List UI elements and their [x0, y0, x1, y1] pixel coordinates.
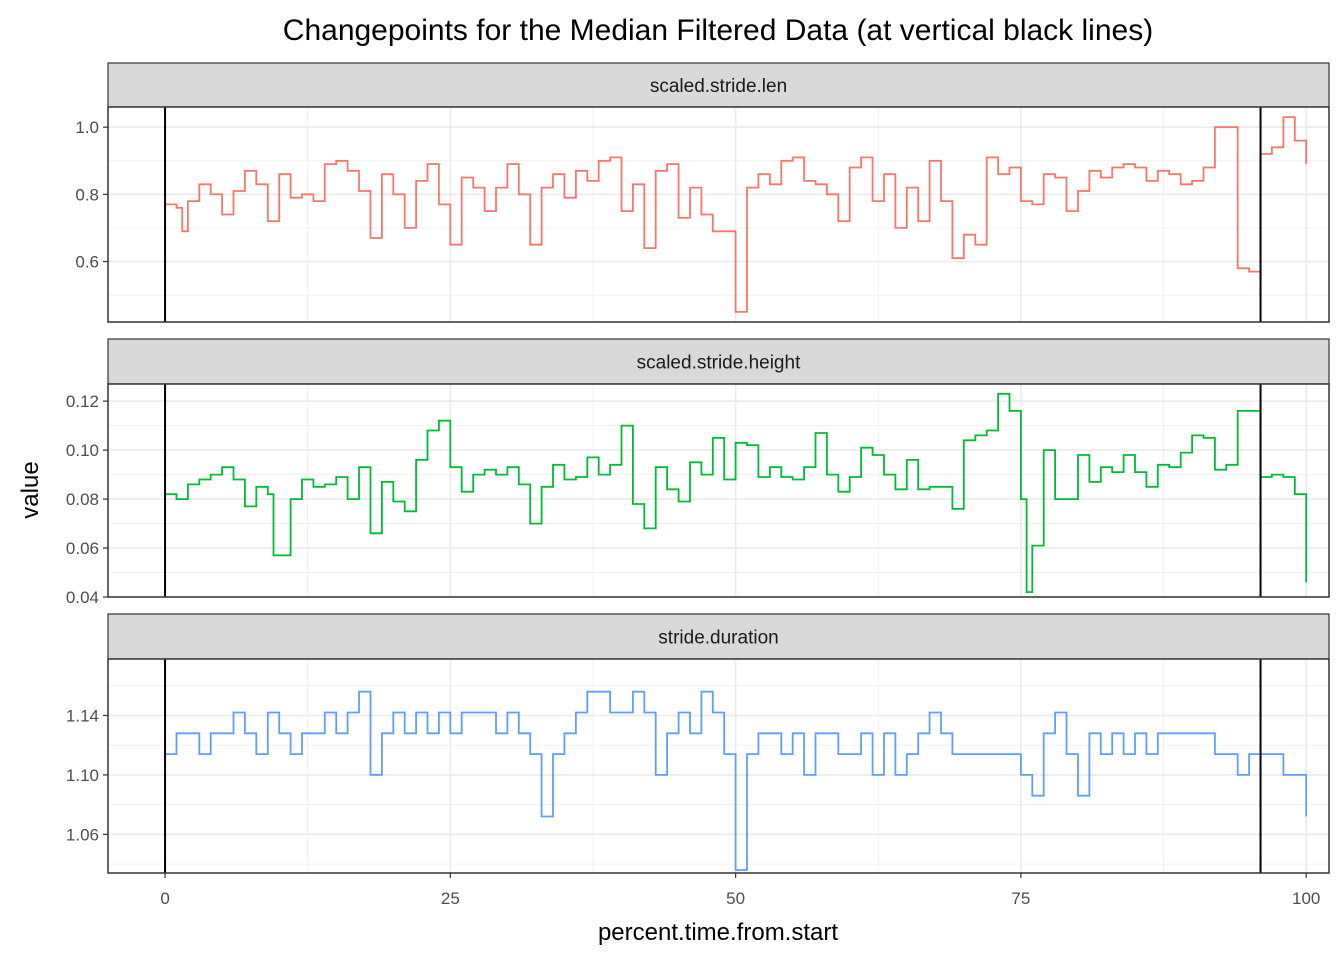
- facet-panels: scaled.stride.len0.60.81.0scaled.stride.…: [66, 62, 1330, 874]
- panel-background: [108, 384, 1329, 597]
- y-tick-label: 0.08: [66, 490, 99, 509]
- x-tick-label: 50: [726, 889, 745, 908]
- strip-label: scaled.stride.height: [637, 353, 801, 374]
- series-line: [165, 116, 1308, 313]
- x-tick-label: 75: [1011, 889, 1030, 908]
- y-tick-label: 0.04: [66, 588, 99, 607]
- x-axis-title: percent.time.from.start: [598, 919, 838, 946]
- y-tick-label: 1.10: [66, 766, 99, 785]
- x-tick-label: 25: [441, 889, 460, 908]
- series-line: [165, 392, 1308, 593]
- y-tick-label: 1.06: [66, 825, 99, 844]
- panel-background: [108, 107, 1329, 322]
- y-tick-label: 0.6: [75, 253, 99, 272]
- panel-border: [107, 383, 1330, 598]
- x-tick-label: 100: [1292, 889, 1320, 908]
- y-tick-label: 0.12: [66, 392, 99, 411]
- strip-background: [107, 338, 1330, 385]
- chart-title: Changepoints for the Median Filtered Dat…: [283, 14, 1153, 47]
- y-axis-title: value: [17, 461, 44, 518]
- facet-panel-2: stride.duration 1.06 1.10 1.14: [66, 613, 1330, 874]
- facet-panel-1: scaled.stride.height 0.04 0.06 0.08 0.10 0.12: [66, 338, 1330, 607]
- strip-label: scaled.stride.len: [650, 76, 787, 97]
- y-tick-label: 1.14: [66, 706, 99, 725]
- y-tick-label: 0.8: [75, 185, 99, 204]
- y-tick-label: 1.0: [75, 118, 99, 137]
- strip-label: stride.duration: [658, 628, 778, 649]
- facet-panel-0: scaled.stride.len 0.6 0.8 1.0: [75, 62, 1330, 323]
- x-axis: 0 25 50 75 100: [160, 873, 1320, 908]
- series-line: [165, 690, 1308, 871]
- strip-background: [107, 613, 1330, 660]
- panel-border: [107, 106, 1330, 323]
- strip-background: [107, 62, 1330, 108]
- x-tick-label: 0: [160, 889, 169, 908]
- panel-background: [108, 659, 1329, 873]
- panel-border: [107, 658, 1330, 874]
- y-tick-label: 0.10: [66, 441, 99, 460]
- y-tick-label: 0.06: [66, 539, 99, 558]
